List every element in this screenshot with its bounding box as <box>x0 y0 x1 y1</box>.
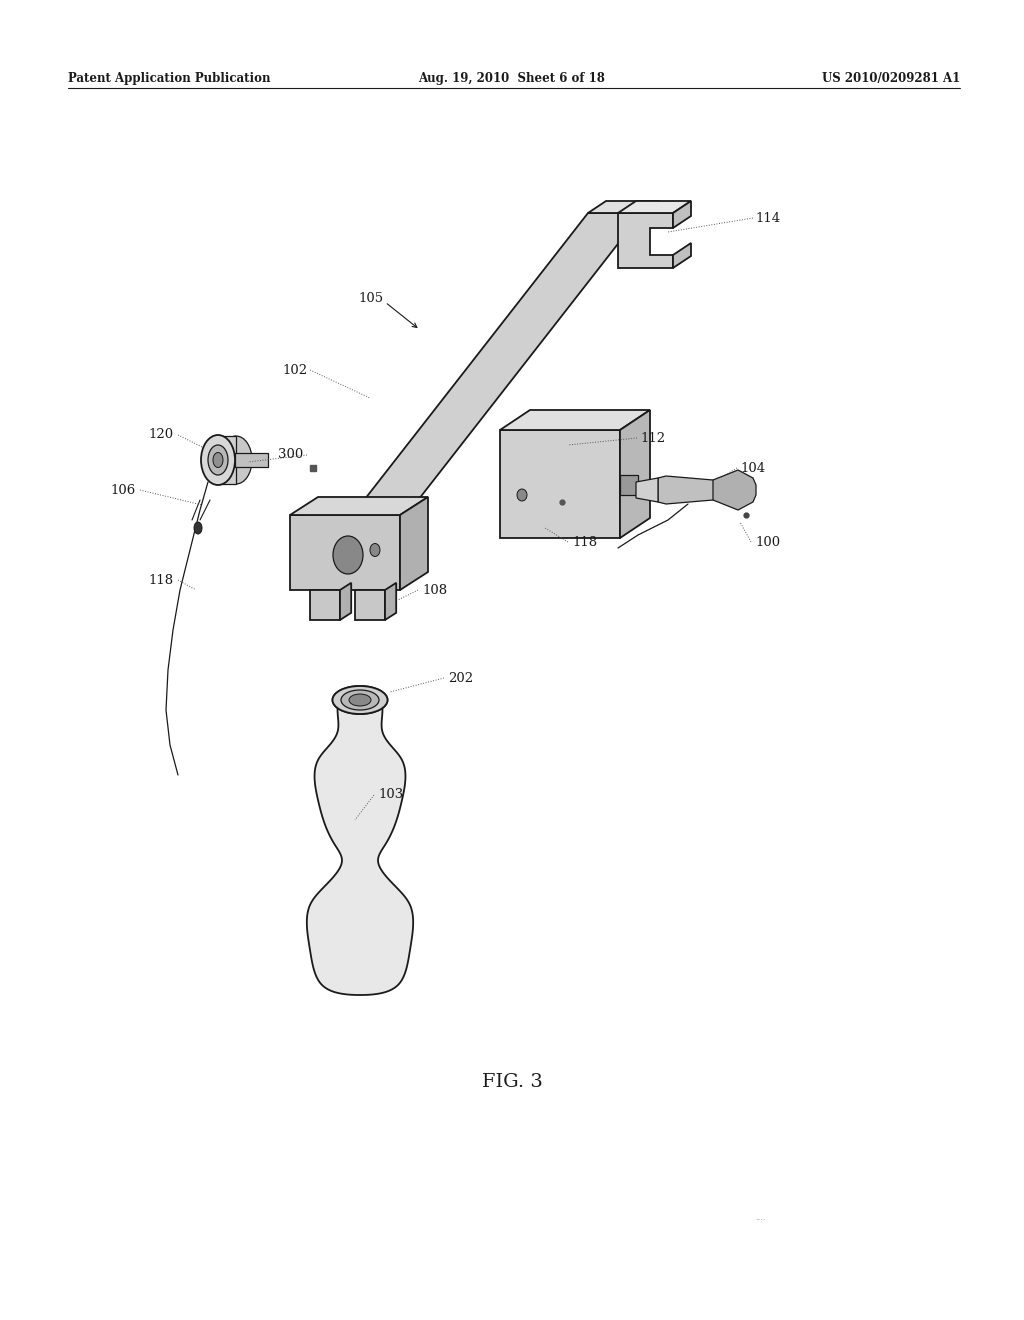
Polygon shape <box>618 213 673 268</box>
Text: 118: 118 <box>572 536 597 549</box>
Text: 100: 100 <box>755 536 780 549</box>
Polygon shape <box>307 693 413 995</box>
Ellipse shape <box>349 694 371 706</box>
Text: 202: 202 <box>449 672 473 685</box>
Text: 300: 300 <box>278 449 303 462</box>
Ellipse shape <box>220 436 252 484</box>
Text: 104: 104 <box>740 462 765 474</box>
Polygon shape <box>500 430 620 539</box>
Ellipse shape <box>370 544 380 557</box>
Text: 118: 118 <box>148 573 173 586</box>
Text: Patent Application Publication: Patent Application Publication <box>68 73 270 84</box>
Text: 106: 106 <box>110 483 135 496</box>
Text: 120: 120 <box>148 429 173 441</box>
Polygon shape <box>500 411 650 430</box>
Text: 112: 112 <box>640 432 666 445</box>
Text: ....: .... <box>755 1214 766 1222</box>
Text: 102: 102 <box>282 363 307 376</box>
Polygon shape <box>310 590 340 620</box>
Text: 108: 108 <box>422 583 447 597</box>
Polygon shape <box>618 201 691 213</box>
Ellipse shape <box>349 694 371 706</box>
Polygon shape <box>673 243 691 268</box>
Polygon shape <box>218 436 236 484</box>
Ellipse shape <box>194 521 202 535</box>
Polygon shape <box>355 590 385 620</box>
Polygon shape <box>400 498 428 590</box>
Ellipse shape <box>213 453 223 467</box>
Polygon shape <box>340 583 351 620</box>
Polygon shape <box>673 201 691 228</box>
Polygon shape <box>308 213 642 572</box>
Ellipse shape <box>333 686 387 714</box>
Ellipse shape <box>201 436 234 484</box>
Polygon shape <box>620 475 638 495</box>
Ellipse shape <box>341 690 379 710</box>
Polygon shape <box>713 470 756 510</box>
Ellipse shape <box>208 445 228 475</box>
Ellipse shape <box>333 686 387 714</box>
Polygon shape <box>620 411 650 539</box>
Text: Aug. 19, 2010  Sheet 6 of 18: Aug. 19, 2010 Sheet 6 of 18 <box>419 73 605 84</box>
Text: 114: 114 <box>755 211 780 224</box>
Polygon shape <box>385 583 396 620</box>
Polygon shape <box>658 477 728 504</box>
Ellipse shape <box>517 488 527 502</box>
Polygon shape <box>636 478 658 502</box>
Polygon shape <box>234 453 268 467</box>
Text: 103: 103 <box>378 788 403 801</box>
Polygon shape <box>588 201 660 213</box>
Text: FIG. 3: FIG. 3 <box>481 1073 543 1092</box>
Ellipse shape <box>341 690 379 710</box>
Text: 105: 105 <box>358 292 383 305</box>
Text: US 2010/0209281 A1: US 2010/0209281 A1 <box>821 73 961 84</box>
Ellipse shape <box>333 536 362 574</box>
Polygon shape <box>290 515 400 590</box>
Polygon shape <box>290 498 428 515</box>
